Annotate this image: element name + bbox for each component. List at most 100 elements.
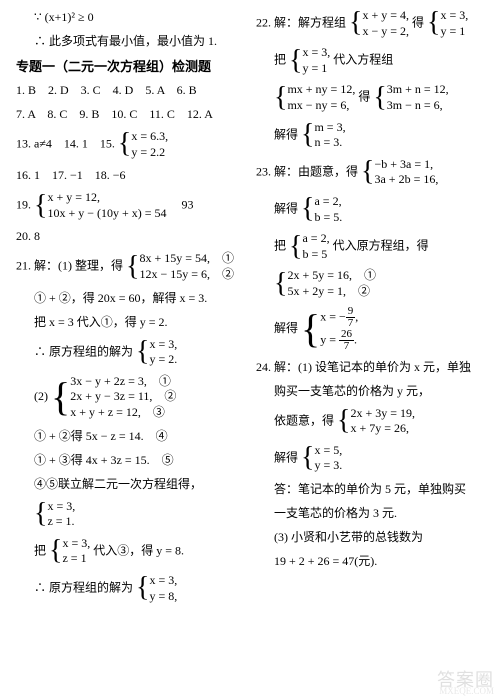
brace-icon: { — [301, 447, 314, 469]
text-line: ① + ②得 5x − z = 14. ④ — [16, 427, 244, 445]
brace-icon: { — [136, 577, 149, 599]
brace-icon: { — [136, 341, 149, 363]
eq: x = 5, — [314, 443, 342, 459]
text-line: 把 x = 3 代入①，得 y = 2. — [16, 313, 244, 331]
text: ∴ 原方程组的解为 — [34, 580, 133, 594]
eq: 2x + y − 3z = 11, ② — [70, 389, 176, 405]
eq: n = 3. — [314, 135, 345, 151]
brace-icon: { — [126, 256, 139, 278]
eq: 12x − 15y = 6, ② — [139, 267, 234, 283]
eq: x + y = 12, — [47, 190, 166, 206]
text-line: ① + ③得 4x + 3z = 15. ⑤ — [16, 451, 244, 469]
brace-icon: { — [301, 198, 314, 220]
text-line: 解得 { x = −97, y = 267. — [256, 306, 484, 352]
brace-system: { mx + ny = 12, mx − ny = 6, — [274, 82, 355, 113]
brace-icon: { — [274, 273, 287, 295]
text: 解得 — [274, 450, 298, 464]
eq: b = 5. — [314, 210, 342, 226]
text: 代入原方程组，得 — [333, 238, 429, 252]
brace-system: { −b + 3a = 1, 3a + 2b = 16, — [361, 157, 438, 188]
brace-system: { x = −97, y = 267. — [301, 306, 358, 352]
eq: x + y + z = 12, ③ — [70, 405, 176, 421]
num: 19. — [16, 198, 31, 212]
problem-19: 19. { x + y = 12, 10x + y − (10y + x) = … — [16, 190, 244, 221]
text-line: { 2x + 5y = 16, ① 5x + 2y = 1, ② — [256, 268, 484, 299]
brace-icon: { — [34, 195, 47, 217]
text-line: 购买一支笔芯的价格为 y 元， — [256, 382, 484, 400]
text-line: ∴ 此多项式有最小值，最小值为 1. — [16, 32, 244, 50]
page: ∵ (x+1)² ≥ 0 ∴ 此多项式有最小值，最小值为 1. 专题一（二元一次… — [0, 0, 500, 618]
eq: a = 2, — [302, 231, 329, 247]
brace-system: { x = 3, z = 1 — [49, 536, 90, 567]
problem-22: 22. 解：解方程组 { x + y = 4, x − y = 2, 得 { x… — [256, 8, 484, 39]
brace-system: { a = 2, b = 5 — [289, 231, 330, 262]
text-line: ∴ 原方程组的解为 { x = 3, y = 2. — [16, 337, 244, 368]
brace-icon: { — [118, 133, 131, 155]
text-line: 一支笔芯的价格为 3 元. — [256, 504, 484, 522]
text-line: 解得 { x = 5, y = 3. — [256, 443, 484, 474]
brace-system: { x = 6.3, y = 2.2 — [118, 129, 168, 160]
eq: x = 3, — [302, 45, 330, 61]
ans: 93 — [182, 198, 194, 212]
eq: y = 8, — [149, 589, 177, 605]
eq: 3a + 2b = 16, — [374, 172, 438, 188]
text: 得 — [358, 90, 370, 104]
brace-system: { x = 3, y = 2. — [136, 337, 177, 368]
eq: x − y = 2, — [362, 24, 409, 40]
text: ∴ 原方程组的解为 — [34, 344, 133, 358]
brace-system: { 2x + 3y = 19, x + 7y = 26, — [337, 406, 415, 437]
eq: x = 6.3, — [131, 129, 168, 145]
brace-icon: { — [373, 87, 386, 109]
brace-icon: { — [51, 381, 70, 413]
eq: m = 3, — [314, 120, 345, 136]
eq: x = −97, — [320, 306, 358, 329]
text-line: 依题意，得 { 2x + 3y = 19, x + 7y = 26, — [256, 406, 484, 437]
brace-system: { x = 5, y = 3. — [301, 443, 342, 474]
eq: x = 3, — [149, 573, 177, 589]
text-line: ∴ 原方程组的解为 { x = 3, y = 8, — [16, 573, 244, 604]
text-line: ∵ (x+1)² ≥ 0 — [16, 8, 244, 26]
eq: z = 1. — [47, 514, 75, 530]
brace-icon: { — [427, 12, 440, 34]
eq: 5x + 2y = 1, ② — [287, 284, 376, 300]
brace-icon: { — [34, 503, 47, 525]
problem-20: 20. 8 — [16, 227, 244, 245]
eq: 3x − y + 2z = 3, ① — [70, 374, 176, 390]
eq: b = 5 — [302, 247, 329, 263]
text-line: 解得 { m = 3, n = 3. — [256, 120, 484, 151]
text-line: { x = 3, z = 1. — [16, 499, 244, 530]
brace-system: { x + y = 4, x − y = 2, — [349, 8, 409, 39]
problem-23: 23. 解：由题意，得 { −b + 3a = 1, 3a + 2b = 16, — [256, 157, 484, 188]
eq: y = 3. — [314, 458, 342, 474]
text-line: 19 + 2 + 26 = 47(元). — [256, 552, 484, 570]
eq: 3m + n = 12, — [387, 82, 449, 98]
answer-row: 13. a≠4 14. 1 15. { x = 6.3, y = 2.2 — [16, 129, 244, 160]
text-line: ① + ②，得 20x = 60，解得 x = 3. — [16, 289, 244, 307]
text: 21. 解：(1) 整理，得 — [16, 259, 123, 273]
brace-system: { x = 3, z = 1. — [34, 499, 75, 530]
eq: y = 2.2 — [131, 145, 168, 161]
eq: a = 2, — [314, 194, 342, 210]
brace-system: { x + y = 12, 10x + y − (10y + x) = 54 — [34, 190, 167, 221]
brace-icon: { — [349, 12, 362, 34]
brace-system: { x = 3, y = 1 — [427, 8, 468, 39]
eq: y = 2. — [149, 352, 177, 368]
eq: mx − ny = 6, — [287, 98, 355, 114]
brace-icon: { — [274, 87, 287, 109]
left-column: ∵ (x+1)² ≥ 0 ∴ 此多项式有最小值，最小值为 1. 专题一（二元一次… — [10, 8, 250, 610]
right-column: 22. 解：解方程组 { x + y = 4, x − y = 2, 得 { x… — [250, 8, 490, 610]
brace-icon: { — [337, 410, 350, 432]
text: 代入方程组 — [333, 53, 393, 67]
brace-system: { 8x + 15y = 54, ① 12x − 15y = 6, ② — [126, 251, 234, 282]
text-line: 答：笔记本的单价为 5 元，单独购买 — [256, 480, 484, 498]
text: 解得 — [274, 201, 298, 215]
problem-21: 21. 解：(1) 整理，得 { 8x + 15y = 54, ① 12x − … — [16, 251, 244, 282]
brace-icon: { — [49, 540, 62, 562]
eq: y = 1 — [302, 61, 330, 77]
eq: 3m − n = 6, — [387, 98, 449, 114]
brace-system: { x = 3, y = 8, — [136, 573, 177, 604]
eq: mx + ny = 12, — [287, 82, 355, 98]
text-line: 把 { a = 2, b = 5 代入原方程组，得 — [256, 231, 484, 262]
text-line: { mx + ny = 12, mx − ny = 6, 得 { 3m + n … — [256, 82, 484, 113]
brace-system: { x = 3, y = 1 — [289, 45, 330, 76]
